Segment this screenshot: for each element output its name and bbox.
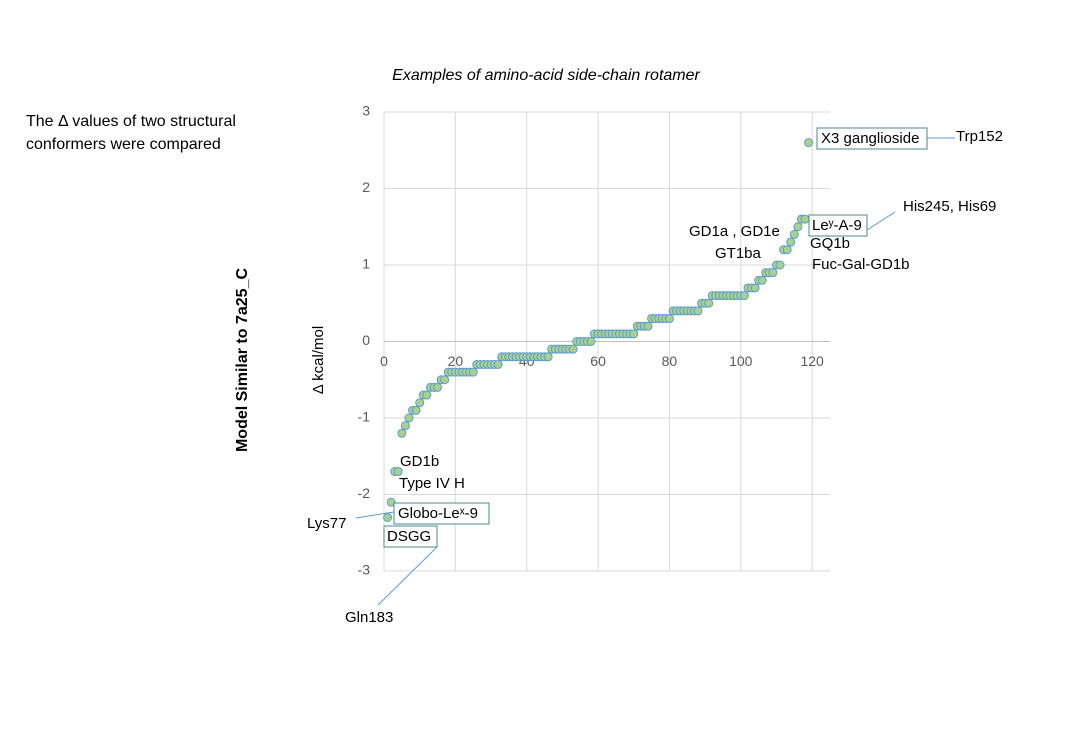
point: [800, 214, 810, 224]
annotation: Fuc-Gal-GD1b: [812, 256, 910, 273]
point: [664, 314, 674, 324]
annotation: DSGG: [387, 528, 431, 545]
y-axis-title: Δ kcal/mol: [310, 326, 327, 394]
point: [693, 306, 703, 316]
annotation: Gln183: [345, 609, 393, 626]
point: [415, 398, 425, 408]
point: [404, 413, 414, 423]
annotation: X3 ganglioside: [821, 130, 919, 147]
y-tick-label: -1: [358, 409, 371, 425]
y-tick-label: 3: [362, 103, 370, 119]
point: [629, 329, 639, 339]
leader-line: [377, 546, 438, 606]
point: [643, 321, 653, 331]
point: [411, 405, 421, 415]
point: [739, 291, 749, 301]
point: [786, 237, 796, 247]
leader-line: [355, 511, 395, 519]
annotation: Leʸ-A-9: [812, 217, 862, 234]
point: [789, 229, 799, 239]
annotation: Type IV H: [399, 475, 465, 492]
annotation-box: [808, 214, 868, 237]
point: [422, 390, 432, 400]
point: [440, 375, 450, 385]
x-tick-label: 0: [380, 353, 388, 369]
point: [386, 497, 396, 507]
chart-title: Examples of amino-acid side-chain rotame…: [392, 67, 700, 84]
point: [433, 382, 443, 392]
point: [768, 268, 778, 278]
point: [568, 344, 578, 354]
point: [782, 245, 792, 255]
point: [793, 222, 803, 232]
x-tick-label: 100: [729, 353, 753, 369]
point: [468, 367, 478, 377]
annotation-box: [393, 502, 490, 525]
y-tick-label: 2: [362, 179, 370, 195]
point: [586, 337, 596, 346]
point: [757, 275, 767, 285]
annotation: GD1a , GD1e: [689, 223, 780, 240]
point: [804, 138, 814, 148]
annotation-box: [816, 127, 928, 150]
annotation: GQ1b: [810, 235, 850, 252]
point: [543, 352, 553, 362]
point: [704, 298, 714, 308]
annotation: Lys77: [307, 515, 346, 532]
y-tick-label: 1: [362, 256, 370, 272]
point: [775, 260, 785, 270]
annotation: GD1b: [400, 453, 439, 470]
x-tick-label: 80: [662, 353, 678, 369]
point: [393, 467, 403, 477]
annotation: Globo-Leˣ-9: [398, 505, 478, 522]
y-tick-label: -3: [358, 562, 371, 578]
annotation: Trp152: [956, 128, 1003, 145]
point: [383, 512, 393, 522]
x-tick-label: 120: [800, 353, 824, 369]
annotation: His245, His69: [903, 198, 996, 215]
y-tick-label: 0: [362, 332, 370, 348]
side-label: Model Similar to 7a25_C: [234, 268, 251, 453]
leader-line: [866, 211, 896, 231]
note-box: The Δ values of two structural conformer…: [26, 113, 236, 153]
annotation-box: [383, 525, 438, 548]
point: [750, 283, 760, 293]
y-tick-label: -2: [358, 485, 371, 501]
point: [397, 428, 407, 438]
point: [493, 359, 503, 369]
x-tick-label: 60: [590, 353, 606, 369]
point: [400, 421, 410, 431]
x-tick-label: 20: [448, 353, 464, 369]
note: The Δ values of two structural conformer…: [26, 113, 236, 153]
annotation: GT1ba: [715, 245, 762, 262]
